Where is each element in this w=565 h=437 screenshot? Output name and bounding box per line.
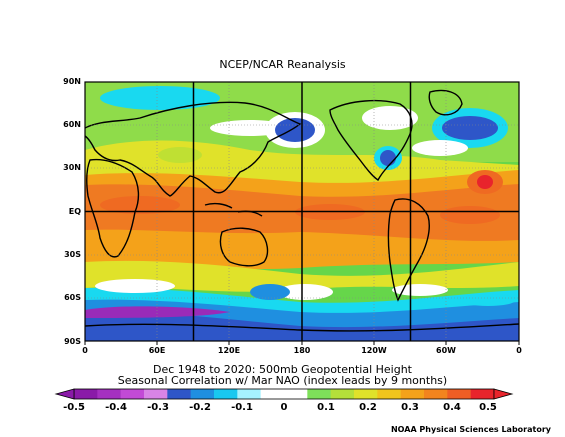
colorbar-label: 0.4 bbox=[443, 402, 461, 413]
colorbar-label: -0.4 bbox=[105, 402, 127, 413]
lat-label-90n: 90N bbox=[63, 77, 81, 86]
colorbar-cell bbox=[214, 389, 238, 399]
colorbar-cell bbox=[120, 389, 145, 399]
colorbar-high-arrow bbox=[493, 388, 514, 400]
lon-label-120e: 120E bbox=[217, 346, 241, 355]
plot-title: NCEP/NCAR Reanalysis bbox=[219, 58, 346, 71]
colorbar-label: 0 bbox=[280, 402, 288, 413]
lon-label-120w: 120W bbox=[361, 346, 387, 355]
caption-line-1: Dec 1948 to 2020: 500mb Geopotential Hei… bbox=[152, 363, 412, 376]
lon-label-60w: 60W bbox=[436, 346, 456, 355]
colorbar-cell bbox=[470, 389, 495, 399]
colorbar-cell bbox=[97, 389, 121, 399]
lat-label-eq: EQ bbox=[68, 207, 81, 216]
colorbar-cell bbox=[144, 389, 168, 399]
coastlines bbox=[85, 89, 519, 332]
lat-label-90s: 90S bbox=[64, 337, 81, 346]
lat-label-30s: 30S bbox=[64, 250, 81, 259]
lat-label-30n: 30N bbox=[63, 163, 81, 172]
colorbar-cell bbox=[167, 389, 191, 399]
caption-line-2: Seasonal Correlation w/ Mar NAO (index l… bbox=[117, 374, 448, 387]
colorbar-cell bbox=[307, 389, 331, 399]
colorbar-cell bbox=[424, 389, 448, 399]
colorbar-label: -0.2 bbox=[189, 402, 211, 413]
colorbar-label: 0.3 bbox=[401, 402, 419, 413]
reference-lines bbox=[85, 82, 519, 341]
colorbar-cell bbox=[74, 389, 98, 399]
colorbar-cell bbox=[260, 389, 285, 399]
colorbar-label: 0.5 bbox=[479, 402, 497, 413]
lat-label-60s: 60S bbox=[64, 293, 81, 302]
lon-label-180: 180 bbox=[293, 346, 311, 355]
colorbar-label: -0.5 bbox=[63, 402, 85, 413]
lon-label-0: 0 bbox=[82, 346, 88, 355]
colorbar-label: -0.1 bbox=[231, 402, 253, 413]
colorbar-cell bbox=[237, 389, 261, 399]
colorbar-cell bbox=[377, 389, 401, 399]
colorbar-low-arrow bbox=[54, 388, 75, 400]
colorbar-label: 0.2 bbox=[359, 402, 377, 413]
colorbar-label: -0.3 bbox=[147, 402, 169, 413]
colorbar-cell bbox=[284, 389, 308, 399]
colorbar-label: 0.1 bbox=[317, 402, 335, 413]
colorbar-cell bbox=[354, 389, 378, 399]
colorbar-cell bbox=[447, 389, 471, 399]
lon-label-60e: 60E bbox=[148, 346, 166, 355]
colorbar-cell bbox=[400, 389, 425, 399]
colorbar-cell bbox=[190, 389, 215, 399]
lat-label-60n: 60N bbox=[63, 120, 81, 129]
lon-label-0-east: 0 bbox=[516, 346, 522, 355]
colorbar-cell bbox=[330, 389, 355, 399]
axis-ticks bbox=[84, 341, 520, 345]
credit-text: NOAA Physical Sciences Laboratory bbox=[390, 425, 551, 434]
